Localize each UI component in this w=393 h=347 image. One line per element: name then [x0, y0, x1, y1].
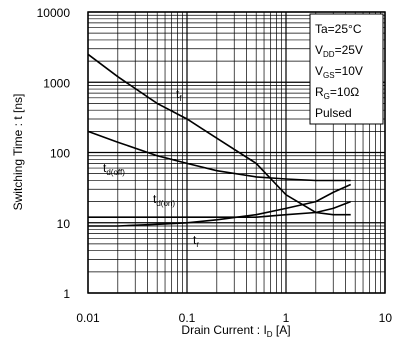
series-label-sub: d(on): [156, 199, 175, 208]
y-axis-title: Switching Time : t [ns]: [11, 94, 25, 211]
series-line: [87, 53, 351, 216]
series-label: td(on): [153, 192, 175, 208]
series-label: tr: [193, 233, 199, 249]
condition-tail: =25V: [335, 43, 363, 57]
condition-sub: DD: [323, 50, 335, 59]
condition-main: Ta=25°C: [315, 22, 362, 36]
series-label-main: t: [103, 161, 107, 175]
condition-main: V: [315, 43, 323, 57]
condition-text: RG=10Ω: [315, 85, 359, 101]
condition-main: V: [315, 64, 323, 78]
y-tick-label: 10: [57, 217, 71, 231]
condition-tail: =10Ω: [330, 85, 359, 99]
plot-frame: [87, 11, 386, 294]
condition-main: R: [315, 85, 324, 99]
series-line: [87, 130, 351, 182]
y-tick-label: 10000: [37, 6, 71, 20]
x-tick-label: 0.01: [76, 311, 100, 325]
x-axis-title-sub: D: [267, 330, 273, 339]
series-label-sub: r: [196, 240, 199, 249]
series-label-sub: f: [179, 94, 182, 103]
condition-text: Ta=25°C: [315, 22, 362, 36]
series-label: tf: [176, 87, 182, 103]
condition-tail: =10V: [335, 64, 363, 78]
conditions-box: [309, 13, 384, 125]
series-label-main: t: [176, 87, 180, 101]
condition-text: VGS=10V: [315, 64, 363, 80]
x-axis-title: Drain Current : ID [A]: [181, 323, 290, 339]
series-label: td(off): [103, 161, 125, 177]
y-tick-label: 1: [63, 287, 70, 301]
series-line: [88, 183, 352, 227]
condition-main: Pulsed: [315, 106, 352, 120]
x-axis-title-tail: [A]: [273, 323, 291, 337]
x-tick-label: 0.1: [179, 311, 196, 325]
marks: [87, 53, 352, 227]
series-label-sub: d(off): [106, 168, 125, 177]
series-label-main: t: [193, 233, 197, 247]
y-tick-label: 1000: [43, 76, 70, 90]
condition-sub: G: [324, 92, 330, 101]
condition-sub: GS: [323, 71, 335, 80]
x-tick-label: 10: [379, 311, 393, 325]
condition-text: VDD=25V: [315, 43, 363, 59]
series-label-main: t: [153, 192, 157, 206]
x-axis-title-main: Drain Current : I: [181, 323, 266, 337]
x-tick-label: 1: [283, 311, 290, 325]
y-tick-label: 100: [50, 147, 70, 161]
condition-text: Pulsed: [315, 106, 352, 120]
